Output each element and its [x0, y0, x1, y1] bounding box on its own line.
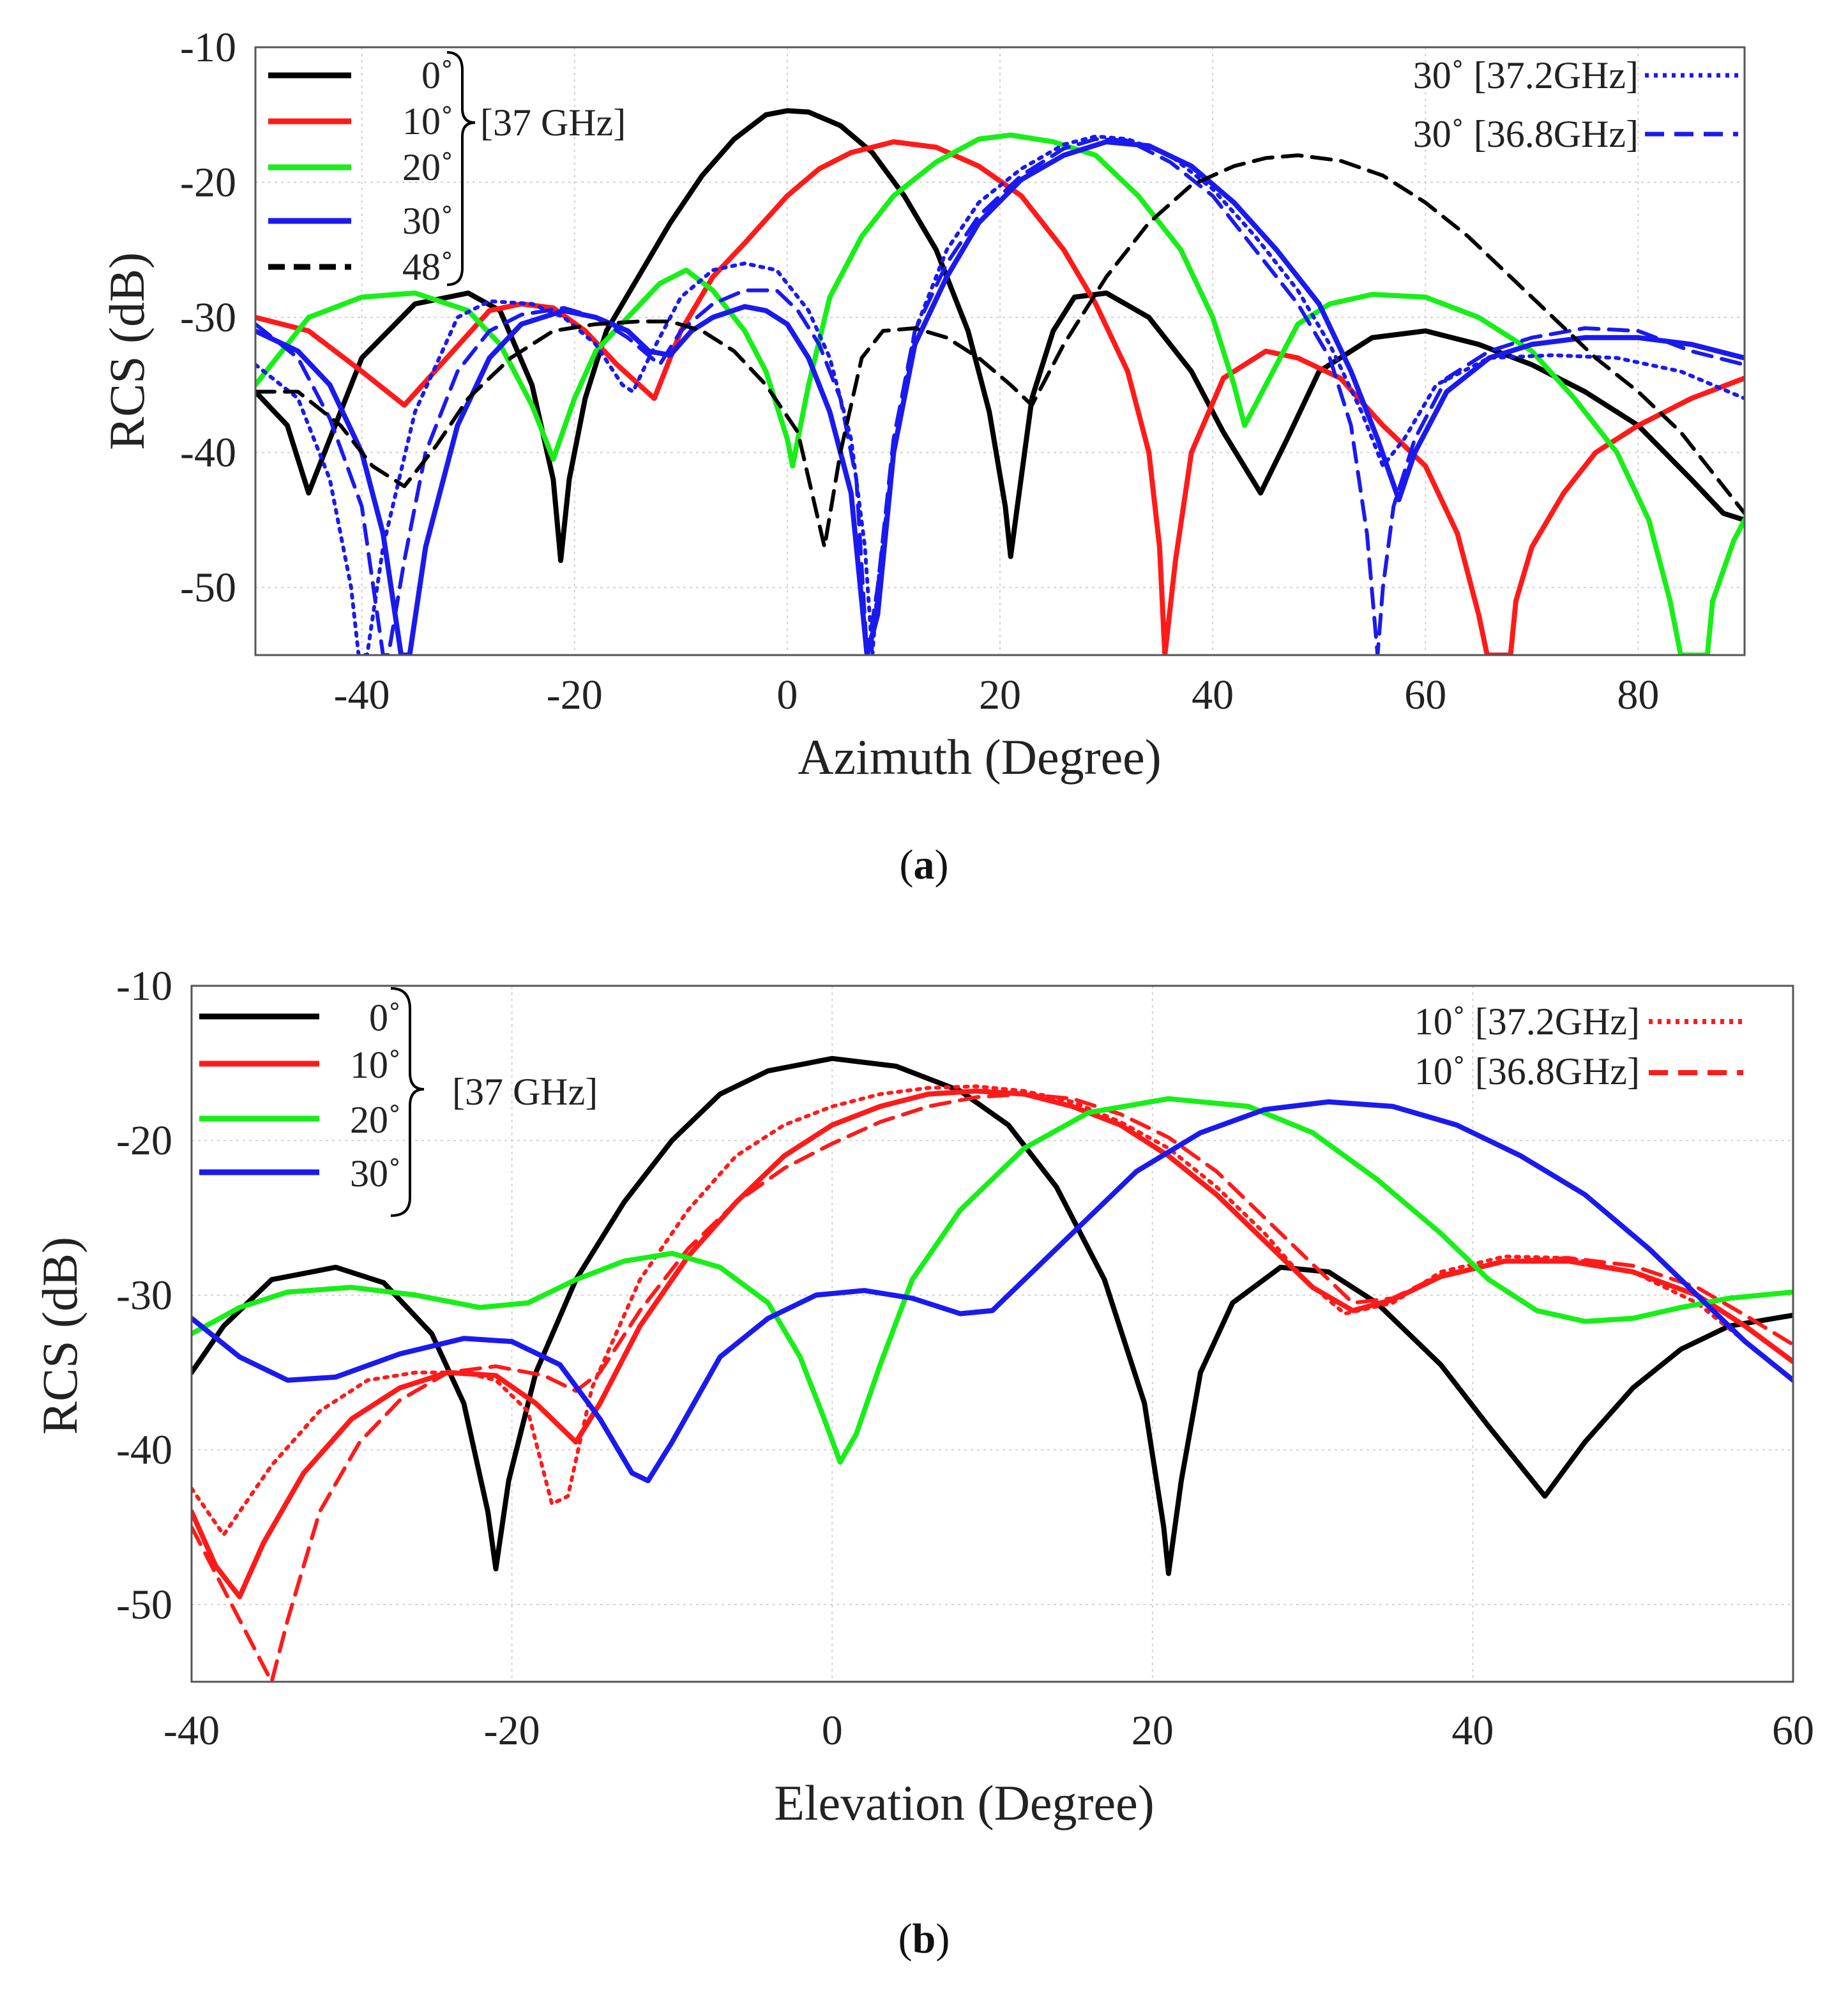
x-tick-label: 0 [776, 672, 798, 718]
series-line-b-4 [192, 1096, 1793, 1465]
x-tick-label: 60 [1772, 1707, 1814, 1754]
legend-label-a-1: 10˚ [402, 100, 453, 142]
y-axis-title-a: RCS (dB) [99, 252, 155, 450]
y-tick-label: -40 [180, 430, 236, 476]
legend-label-a-6: 30˚ [36.8GHz] [1413, 113, 1639, 155]
series-line-b-0 [192, 1055, 1793, 1576]
series-line-a-5 [255, 137, 1745, 655]
series-b [192, 1055, 1793, 1682]
legend-label-a-3: 30˚ [402, 200, 453, 242]
legend-group-label-b: [37 GHz] [452, 1071, 598, 1113]
ticks-b: -40 -20 0 20 40 60 -10 -20 -30 -40 -50 [116, 963, 1814, 1754]
plot-frame-a [254, 46, 1746, 656]
y-tick-label: -20 [116, 1117, 172, 1164]
series-a [255, 108, 1745, 655]
x-tick-label: -20 [484, 1707, 540, 1754]
caption-a: (a) [900, 842, 949, 888]
x-tick-label: 40 [1451, 1707, 1494, 1754]
series-line-b-5 [192, 1099, 1793, 1484]
y-tick-label: -50 [116, 1582, 172, 1628]
y-tick-label: -10 [116, 963, 172, 1009]
caption-b-letter: b [913, 1915, 936, 1962]
x-tick-label: -20 [547, 672, 603, 718]
series-line-b-2 [192, 1084, 1793, 1537]
caption-a-letter: a [914, 842, 935, 888]
y-tick-label: -30 [180, 294, 236, 341]
legend-label-b-5: 10˚ [36.8GHz] [1414, 1050, 1640, 1092]
x-tick-label: -40 [334, 672, 390, 718]
legend-label-b-4: 10˚ [37.2GHz] [1414, 1000, 1640, 1043]
series-line-a-6 [255, 153, 1745, 549]
x-axis-title-a: Azimuth (Degree) [798, 729, 1162, 785]
series-line-a-2 [255, 132, 1745, 655]
legend-brace-b [390, 987, 425, 1217]
y-tick-label: -10 [180, 24, 236, 71]
legend-label-b-0: 0˚ [369, 997, 401, 1039]
legend-a: 0˚ 10˚ 20˚ 30˚ 48˚ [37 GHz] 30˚ [37.2GHz… [268, 51, 1738, 288]
x-tick-label: 60 [1404, 672, 1446, 718]
chart-b: -40 -20 0 20 40 60 -10 -20 -30 -40 -50 Elevation (… [32, 963, 1814, 1962]
series-line-a-3 [255, 139, 1745, 655]
legend-label-a-4: 48˚ [402, 246, 453, 288]
ticks-a: -40 -20 0 20 40 60 80 -10 -20 -30 -40 -50 [180, 24, 1659, 718]
legend-label-b-3: 30˚ [350, 1152, 401, 1195]
x-tick-label: 20 [1132, 1707, 1174, 1754]
y-tick-label: -40 [116, 1427, 172, 1474]
legend-label-a-5: 30˚ [37.2GHz] [1413, 54, 1639, 96]
legend-group-label-a: [37 GHz] [480, 102, 626, 144]
caption-b: (b) [898, 1915, 950, 1962]
legend-brace-a [446, 51, 476, 286]
legend-label-b-2: 20˚ [350, 1099, 401, 1141]
x-tick-label: 40 [1192, 672, 1234, 718]
legend-label-a-2: 20˚ [402, 146, 453, 188]
x-tick-label: 80 [1617, 672, 1659, 718]
x-tick-label: 0 [822, 1707, 843, 1754]
chart-a: -40 -20 0 20 40 60 80 -10 -20 -30 -40 -50 Azimuth (… [99, 24, 1746, 888]
legend-label-b-1: 10˚ [350, 1044, 401, 1086]
y-tick-label: -30 [116, 1272, 172, 1318]
y-tick-label: -50 [180, 564, 236, 611]
legend-b: 0˚ 10˚ 20˚ 30˚ [37 GHz] 10˚ [37.2GHz] 10… [199, 987, 1743, 1217]
x-tick-label: 20 [979, 672, 1021, 718]
x-tick-label: -40 [163, 1707, 220, 1754]
series-line-a-0 [255, 108, 1745, 563]
x-axis-title-b: Elevation (Degree) [774, 1775, 1155, 1831]
plot-frame-b [190, 985, 1794, 1683]
y-tick-label: -20 [180, 160, 236, 206]
series-line-b-3 [192, 1092, 1793, 1682]
y-axis-title-b: RCS (dB) [32, 1237, 87, 1435]
legend-label-a-0: 0˚ [421, 54, 453, 96]
series-line-a-4 [255, 134, 1745, 655]
